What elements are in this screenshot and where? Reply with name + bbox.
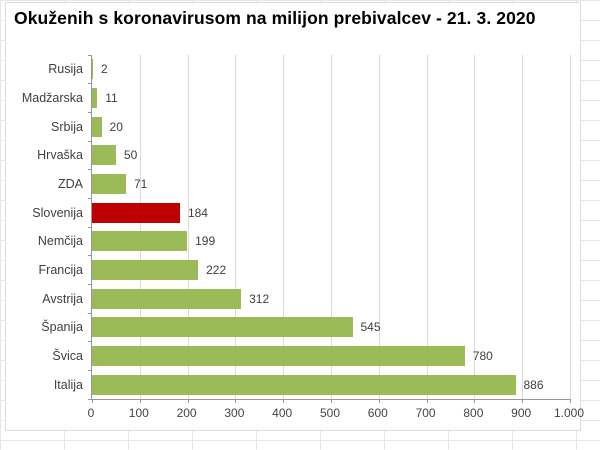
bar-francija bbox=[92, 259, 199, 280]
bar-row-madžarska: Madžarska 11 bbox=[22, 84, 570, 113]
gridline-x-500 bbox=[331, 55, 332, 399]
category-label: Španija bbox=[41, 320, 83, 335]
x-tick-label: 500 bbox=[319, 406, 341, 420]
plot-area: Rusija 2 Madžarska 11 Srbija 20 Hrvaška 50 ZDA 71… bbox=[22, 54, 571, 403]
x-tick-mark bbox=[378, 399, 380, 403]
bar-row-švica: Švica 780 bbox=[52, 342, 570, 371]
y-tick-mark bbox=[88, 398, 92, 400]
x-tick-label: 900 bbox=[511, 406, 532, 420]
value-label: 50 bbox=[123, 148, 138, 163]
value-label: 2 bbox=[100, 62, 108, 77]
value-label: 199 bbox=[195, 234, 216, 249]
bar-švica bbox=[92, 345, 465, 366]
x-tick-label: 100 bbox=[128, 406, 149, 420]
y-tick-mark bbox=[88, 283, 92, 285]
gridline-x-200 bbox=[187, 55, 189, 399]
y-tick-mark bbox=[88, 369, 92, 371]
bar-row-italija: Italija 886 bbox=[54, 370, 570, 399]
bar-madžarska bbox=[92, 87, 98, 108]
category-label: ZDA bbox=[58, 176, 83, 191]
bar-avstrija bbox=[92, 288, 242, 309]
bar-row-slovenija: Slovenija 184 bbox=[32, 198, 570, 227]
category-label: Hrvaška bbox=[37, 148, 83, 163]
bar-row-srbija: Srbija 20 bbox=[51, 112, 570, 141]
category-label: Srbija bbox=[51, 119, 83, 134]
y-tick-mark bbox=[88, 169, 92, 171]
gridline-x-300 bbox=[235, 55, 237, 399]
y-tick-mark bbox=[88, 111, 92, 113]
bar-srbija bbox=[92, 116, 102, 137]
x-tick-label: 1.000 bbox=[553, 406, 585, 420]
x-tick-mark bbox=[522, 399, 524, 403]
y-tick-mark bbox=[88, 83, 92, 85]
bar-rusija bbox=[92, 59, 93, 80]
gridline-x-1000 bbox=[570, 55, 571, 399]
bar-row-španija: Španija 545 bbox=[41, 313, 570, 342]
y-tick-mark bbox=[88, 54, 92, 56]
gridline-x-600 bbox=[378, 55, 380, 399]
x-tick-mark bbox=[187, 399, 189, 403]
value-label: 886 bbox=[523, 377, 544, 392]
category-label: Avstrija bbox=[42, 291, 83, 306]
bar-row-avstrija: Avstrija 312 bbox=[42, 284, 570, 313]
bar-chart: Okuženih s koronavirusom na milijon preb… bbox=[5, 2, 584, 431]
bar-row-zda: ZDA 71 bbox=[58, 170, 570, 199]
bar-nemčija bbox=[92, 231, 188, 252]
category-label: Francija bbox=[38, 262, 83, 277]
x-tick-mark bbox=[92, 399, 93, 403]
x-tick-label: 600 bbox=[367, 406, 388, 420]
x-tick-mark bbox=[570, 399, 571, 403]
value-label: 71 bbox=[133, 176, 148, 191]
gridline-x-400 bbox=[283, 55, 285, 399]
gridline-x-700 bbox=[426, 55, 428, 399]
y-tick-mark bbox=[88, 197, 92, 199]
bar-hrvaška bbox=[92, 145, 116, 166]
bar-row-hrvaška: Hrvaška 50 bbox=[37, 141, 570, 170]
y-tick-mark bbox=[88, 255, 92, 257]
category-label: Švica bbox=[52, 348, 83, 363]
x-tick-mark bbox=[235, 399, 237, 403]
bar-španija bbox=[92, 317, 353, 338]
bar-row-nemčija: Nemčija 199 bbox=[38, 227, 570, 256]
bar-slovenija bbox=[92, 202, 180, 223]
value-label: 312 bbox=[249, 291, 270, 306]
x-tick-mark bbox=[283, 399, 285, 403]
chart-title: Okuženih s koronavirusom na milijon preb… bbox=[14, 8, 536, 28]
x-tick-mark bbox=[474, 399, 476, 403]
category-label: Italija bbox=[53, 377, 83, 392]
value-label: 545 bbox=[360, 320, 381, 335]
x-axis-labels: 0 100 200 300 400 500 600 700 800 900 1.000 bbox=[87, 406, 584, 422]
x-tick-label: 400 bbox=[272, 406, 293, 420]
value-label: 20 bbox=[109, 119, 123, 134]
bar-row-francija: Francija 222 bbox=[39, 256, 570, 285]
y-tick-mark bbox=[88, 140, 92, 142]
gridline-x-100 bbox=[139, 55, 141, 399]
bar-row-rusija: Rusija 2 bbox=[48, 55, 570, 84]
x-tick-label: 200 bbox=[176, 406, 197, 420]
x-tick-label: 800 bbox=[463, 406, 484, 420]
y-tick-mark bbox=[88, 341, 92, 343]
x-tick-mark bbox=[426, 399, 428, 403]
value-label: 184 bbox=[187, 205, 208, 220]
bar-zda bbox=[92, 173, 126, 194]
value-label: 780 bbox=[472, 348, 493, 363]
gridline-x-900 bbox=[522, 55, 524, 399]
value-label: 222 bbox=[206, 262, 227, 277]
y-tick-mark bbox=[88, 226, 92, 228]
category-label: Rusija bbox=[48, 62, 83, 77]
category-label: Nemčija bbox=[37, 234, 83, 249]
x-tick-label: 0 bbox=[87, 406, 95, 420]
category-label: Madžarska bbox=[21, 90, 83, 105]
x-tick-mark bbox=[139, 399, 141, 403]
value-label: 11 bbox=[105, 90, 118, 105]
y-tick-mark bbox=[88, 312, 92, 314]
bar-italija bbox=[92, 374, 516, 395]
x-tick-label: 300 bbox=[224, 406, 245, 420]
x-tick-label: 700 bbox=[415, 406, 436, 420]
x-tick-mark bbox=[331, 399, 332, 403]
category-label: Slovenija bbox=[32, 205, 83, 220]
gridline-x-800 bbox=[474, 55, 476, 399]
